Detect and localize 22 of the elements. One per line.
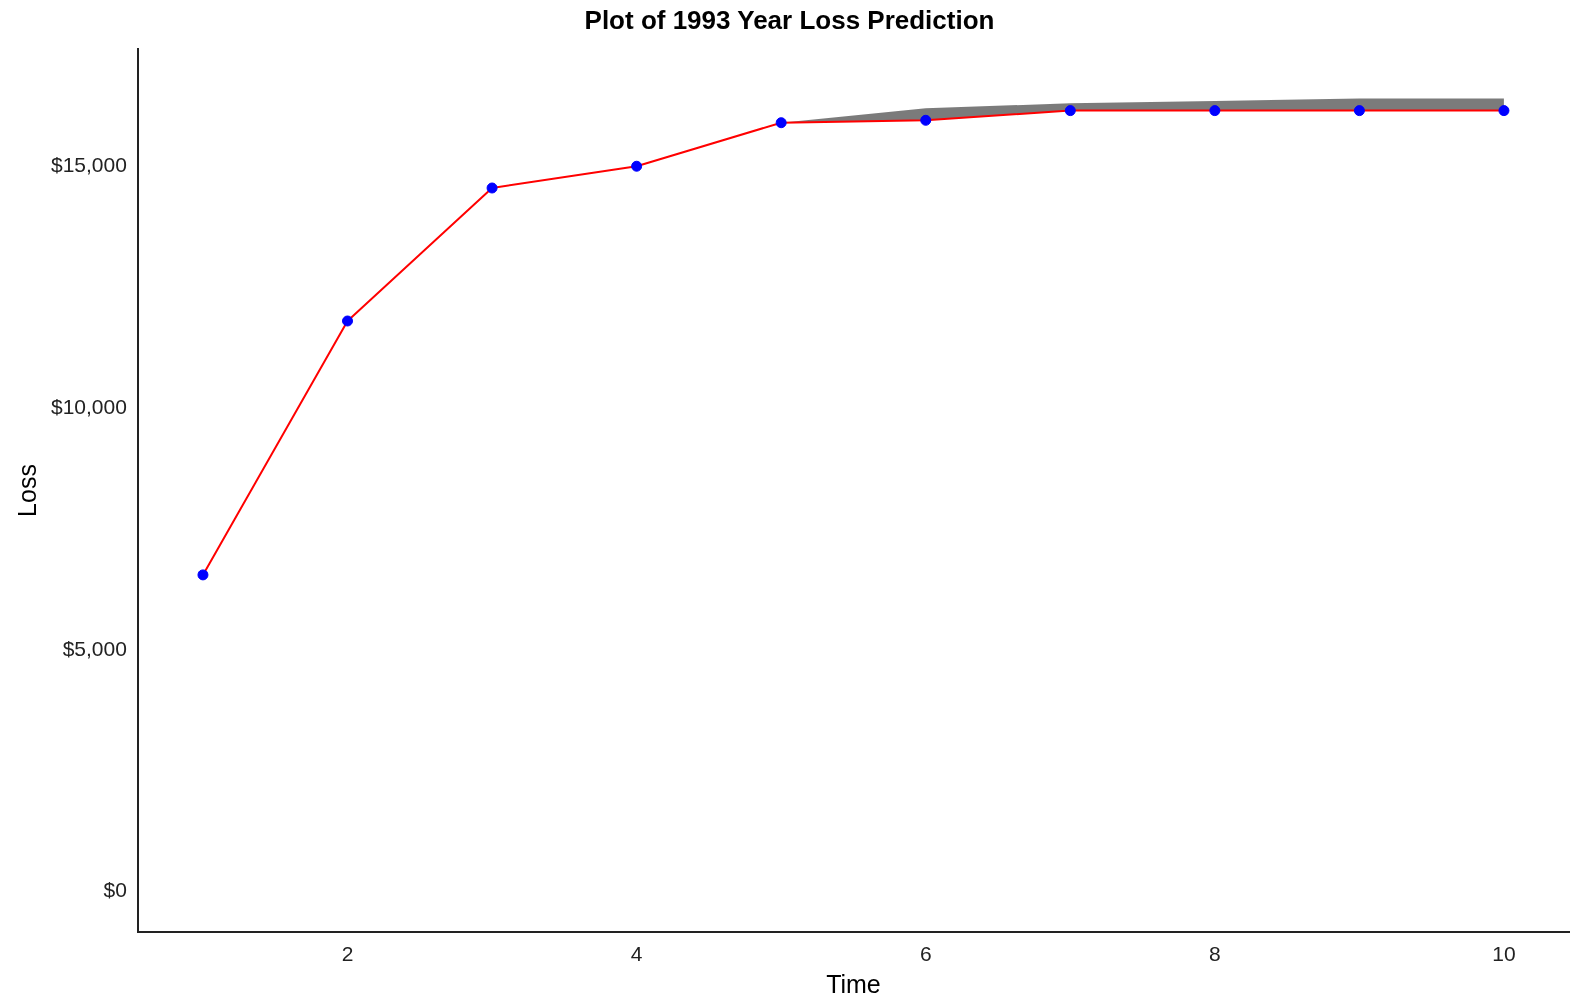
point (486, 182, 498, 194)
x-tick-label: 10 (1492, 942, 1516, 966)
x-tick-label: 8 (1209, 942, 1221, 966)
point (775, 117, 787, 129)
x-tick-label: 4 (630, 942, 643, 966)
y-axis-title: Loss (12, 464, 41, 517)
y-tick-label: $10,000 (50, 394, 127, 418)
point (197, 569, 209, 581)
point (631, 160, 643, 172)
point (1209, 105, 1221, 117)
x-tick-label: 2 (341, 942, 354, 966)
y-tick-label: $0 (103, 878, 127, 902)
point (342, 315, 354, 327)
chart-title: Plot of 1993 Year Loss Prediction (584, 4, 995, 35)
x-tick-label: 6 (919, 942, 932, 966)
point (1353, 105, 1365, 117)
point (1064, 105, 1076, 117)
x-axis-title: Time (826, 969, 881, 998)
point (1498, 105, 1510, 117)
point (920, 114, 932, 126)
y-tick-label: $5,000 (62, 636, 127, 660)
y-tick-label: $15,000 (50, 153, 127, 177)
